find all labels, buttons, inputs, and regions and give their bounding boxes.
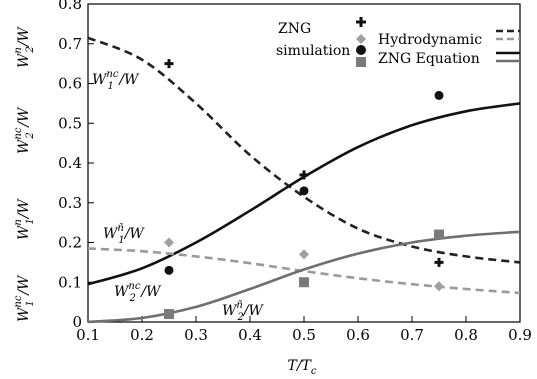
annotation-label: Wñ 1/W — [103, 223, 145, 246]
x-tick-label: 0.1 — [76, 326, 100, 344]
x-tick-label: 0.7 — [400, 326, 424, 344]
x-tick-label: 0.9 — [508, 326, 532, 344]
y-tick-label: 0.3 — [58, 194, 82, 212]
x-tick-label: 0.5 — [292, 326, 316, 344]
y-axis-label-3: Wn1/W — [13, 198, 36, 240]
point-diamond — [299, 249, 309, 260]
y-tick-label: 0.5 — [58, 114, 82, 132]
point-plus — [299, 170, 309, 180]
legend-entry-zng-equation: ZNG Equation — [378, 51, 480, 67]
legend-group-label-znG: ZNG — [278, 21, 311, 37]
y-tick-label: 0 — [72, 313, 82, 331]
y-tick-label: 0.4 — [58, 154, 82, 172]
y-axis-label-text: Wnc2/W — [13, 106, 36, 154]
tick-group: 0.1 0.2 0.3 0.4 0.5 0.6 0.7 0.8 0.900.10.20.30.4… — [58, 0, 532, 344]
legend: ZNG simulation Hydrodynamic ZNG Equation — [276, 17, 520, 67]
y-tick-label: 0.6 — [58, 75, 82, 93]
point-circle — [434, 90, 444, 100]
legend-marker-circle — [356, 45, 366, 55]
annotation-label: Wnc 2/W — [114, 281, 162, 304]
point-plus — [434, 257, 444, 267]
point-square — [164, 309, 174, 320]
point-circle — [299, 186, 309, 196]
y-axis-label-text: Wn1/W — [13, 198, 36, 240]
point-diamond — [434, 281, 444, 292]
points-group — [164, 59, 444, 320]
annotation-label: Wñ 2/W — [222, 300, 264, 323]
y-axis-labels: Wn2/W Wnc2/W Wn1/W Wnc1/W — [13, 26, 36, 322]
y-tick-label: 0.7 — [58, 35, 82, 53]
y-axis-label-4: Wnc1/W — [13, 274, 36, 322]
annotation-label: Wnc 1/W — [92, 69, 140, 92]
x-tick-label: 0.3 — [184, 326, 208, 344]
y-tick-label: 0.8 — [58, 0, 82, 13]
y-tick-label: 0.1 — [58, 273, 82, 291]
x-tick-label: 0.4 — [238, 326, 262, 344]
point-square — [299, 277, 309, 288]
x-tick-label: 0.8 — [454, 326, 478, 344]
legend-group-label-simulation: simulation — [276, 43, 350, 59]
x-tick-label: 0.2 — [130, 326, 154, 344]
legend-line-hydrodynamic — [496, 29, 520, 41]
y-axis-label-2: Wnc2/W — [13, 106, 36, 154]
series-line-1 — [87, 36, 521, 264]
point-square — [434, 229, 444, 240]
legend-entry-hydrodynamic: Hydrodynamic — [378, 32, 482, 48]
y-tick-label: 0.2 — [58, 234, 82, 252]
point-circle — [164, 265, 174, 275]
legend-marker-diamond — [356, 34, 366, 44]
annotations-group: Wnc 1/W Wñ 1/W Wnc 2/W Wñ 2/W — [92, 69, 264, 323]
legend-marker-square — [356, 57, 366, 67]
legend-line-zng-equation — [496, 51, 520, 63]
point-plus — [164, 59, 174, 69]
y-axis-label-text: Wn2/W — [13, 26, 36, 68]
y-axis-label-1: Wn2/W — [13, 26, 36, 68]
point-diamond — [164, 237, 174, 248]
series-line-4 — [87, 230, 521, 324]
series-line-3 — [87, 247, 521, 295]
legend-marker-plus — [356, 17, 366, 27]
x-axis-label: T/Tc — [287, 358, 316, 377]
x-tick-label: 0.6 — [346, 326, 370, 344]
y-axis-label-text: Wnc1/W — [13, 274, 36, 322]
